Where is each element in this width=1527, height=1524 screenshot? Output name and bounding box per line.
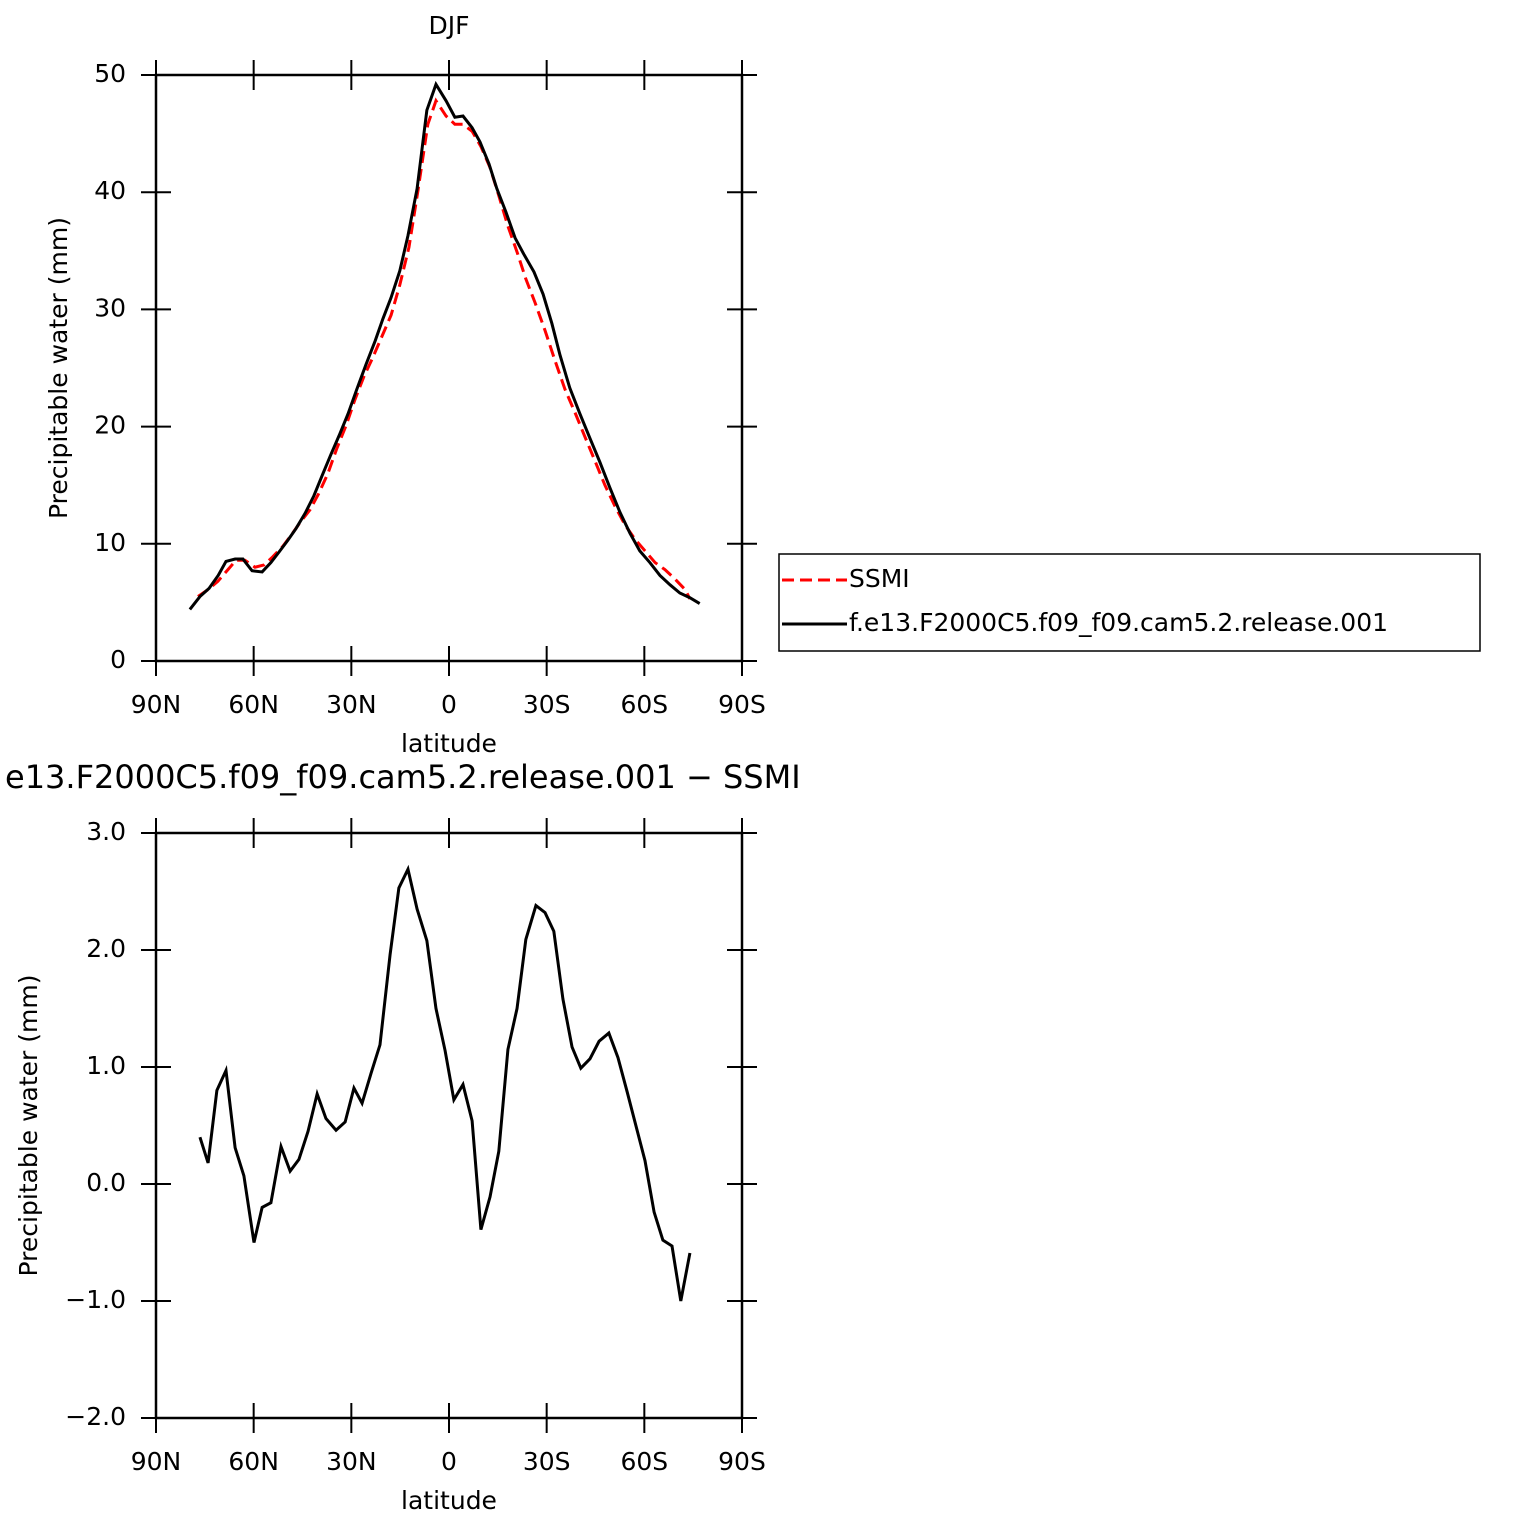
y-tick-label: 40 [94,176,126,205]
y-tick-label: 2.0 [86,934,126,963]
data-line [197,97,692,600]
x-axis-label: latitude [401,729,497,758]
data-line [198,864,692,1302]
x-tick-label: 30N [326,690,377,719]
x-tick-label: 90N [131,690,182,719]
x-tick-label: 60S [620,1447,668,1476]
y-tick-label: 50 [94,59,126,88]
x-tick-label: 0 [441,690,457,719]
x-tick-label: 90S [718,1447,766,1476]
y-tick-label: 0.0 [86,1168,126,1197]
y-axis-label: Precipitable water (mm) [44,217,73,519]
chart-title: e13.F2000C5.f09_f09.cam5.2.release.001 −… [5,758,801,796]
y-tick-label: 10 [94,528,126,557]
x-tick-label: 60N [228,1447,279,1476]
x-tick-label: 30S [523,1447,571,1476]
x-tick-label: 90S [718,690,766,719]
x-tick-label: 90N [131,1447,182,1476]
plot-frame [154,831,744,1420]
y-tick-label: 1.0 [86,1051,126,1080]
y-tick-label: 3.0 [86,817,126,846]
y-tick-label: 30 [94,293,126,322]
y-axis-label: Precipitable water (mm) [14,975,43,1277]
x-tick-label: 30N [326,1447,377,1476]
y-tick-label: −1.0 [65,1285,126,1314]
x-tick-label: 30S [523,690,571,719]
y-tick-label: −2.0 [65,1402,126,1431]
x-tick-label: 0 [441,1447,457,1476]
y-tick-label: 20 [94,411,126,440]
chart-title: DJF [428,11,469,40]
x-axis-label: latitude [401,1486,497,1515]
x-tick-label: 60S [620,690,668,719]
plot-frame [154,73,744,663]
y-tick-label: 0 [110,645,126,674]
x-tick-label: 60N [228,690,279,719]
legend-label: SSMI [849,564,910,593]
data-line [188,80,701,611]
legend-box [778,553,1481,652]
legend-label: f.e13.F2000C5.f09_f09.cam5.2.release.001 [849,608,1388,637]
